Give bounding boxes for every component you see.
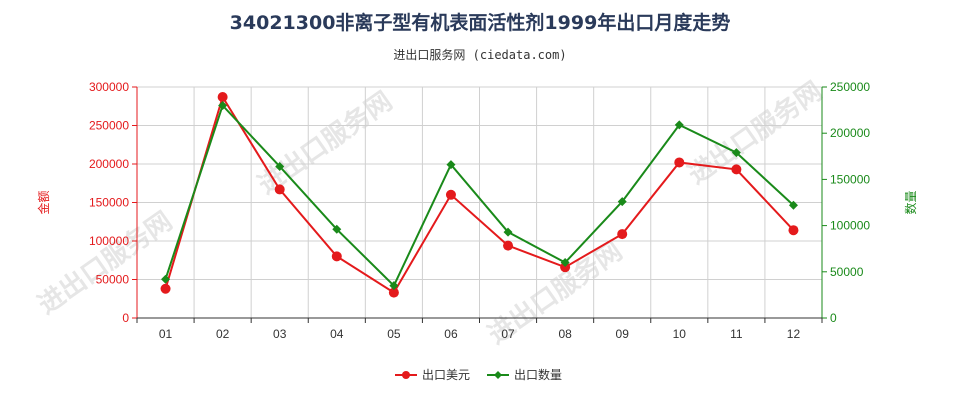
series-point-qty xyxy=(731,148,741,158)
series-point-usd xyxy=(503,240,514,251)
legend-marker-1 xyxy=(402,371,410,379)
y-left-tick-label: 250000 xyxy=(89,119,129,133)
x-tick-label: 02 xyxy=(216,327,230,341)
series-line-1 xyxy=(164,94,795,294)
y-left-tick-label: 300000 xyxy=(89,80,129,94)
series-point-usd xyxy=(617,229,628,240)
series-point-qty xyxy=(560,258,570,268)
x-tick-label: 01 xyxy=(159,327,173,341)
y-right-tick-label: 150000 xyxy=(830,172,870,186)
grid-lines xyxy=(136,86,823,319)
series-point-qty xyxy=(788,200,798,210)
x-tick-label: 06 xyxy=(444,327,458,341)
watermark-text: 进出口服务网 xyxy=(253,86,398,200)
x-tick-label: 12 xyxy=(787,327,801,341)
series-point-qty xyxy=(332,224,342,234)
series-point-usd xyxy=(331,251,342,262)
series-point-usd xyxy=(560,262,571,273)
series-point-qty xyxy=(218,100,228,110)
legend[interactable]: 出口美元 出口数量 xyxy=(395,367,562,382)
series-point-qty xyxy=(275,161,285,171)
series-layer xyxy=(160,92,799,298)
series-point-usd xyxy=(731,164,742,175)
axes: 0500001000001500002000002500003000000500… xyxy=(36,80,918,341)
series-point-usd xyxy=(160,283,171,294)
watermark-text: 进出口服务网 xyxy=(683,76,828,190)
series-line-2 xyxy=(164,103,795,288)
x-tick-label: 08 xyxy=(558,327,572,341)
x-tick-label: 07 xyxy=(501,327,515,341)
x-tick-label: 10 xyxy=(673,327,687,341)
x-tick-label: 05 xyxy=(387,327,401,341)
y-left-tick-label: 0 xyxy=(122,311,129,325)
watermark-text: 进出口服务网 xyxy=(33,206,178,320)
series-point-qty xyxy=(617,197,627,207)
chart-subtitle: 进出口服务网 (ciedata.com) xyxy=(393,48,567,62)
x-tick-label: 11 xyxy=(730,327,743,341)
series-point-usd xyxy=(388,287,399,298)
series-point-qty xyxy=(161,274,171,284)
legend-marker-2 xyxy=(494,371,502,379)
y-left-tick-label: 100000 xyxy=(89,234,129,248)
series-point-usd xyxy=(788,225,799,236)
x-tick-label: 09 xyxy=(616,327,630,341)
series-point-qty xyxy=(389,281,399,291)
chart-title: 34021300非离子型有机表面活性剂1999年出口月度走势 xyxy=(229,12,731,34)
y-right-tick-label: 200000 xyxy=(830,126,870,140)
series-point-qty xyxy=(674,120,684,130)
x-tick-label: 03 xyxy=(273,327,287,341)
y-left-tick-label: 200000 xyxy=(89,157,129,171)
series-point-qty xyxy=(446,160,456,170)
y-left-tick-label: 50000 xyxy=(96,273,130,287)
series-point-usd xyxy=(217,92,228,103)
series-point-usd xyxy=(674,157,685,168)
legend-label-1: 出口美元 xyxy=(422,368,470,382)
y-right-axis-title: 数量 xyxy=(903,190,918,214)
y-right-tick-label: 50000 xyxy=(830,265,864,279)
legend-label-2: 出口数量 xyxy=(514,367,562,382)
y-right-tick-label: 250000 xyxy=(830,80,870,94)
y-left-tick-label: 150000 xyxy=(89,196,129,210)
y-left-axis-title: 金额 xyxy=(36,190,51,214)
series-point-usd xyxy=(274,184,285,195)
x-tick-label: 04 xyxy=(330,327,344,341)
y-right-tick-label: 0 xyxy=(830,311,837,325)
series-point-qty xyxy=(503,227,513,237)
series-point-usd xyxy=(445,189,456,200)
y-right-tick-label: 100000 xyxy=(830,219,870,233)
